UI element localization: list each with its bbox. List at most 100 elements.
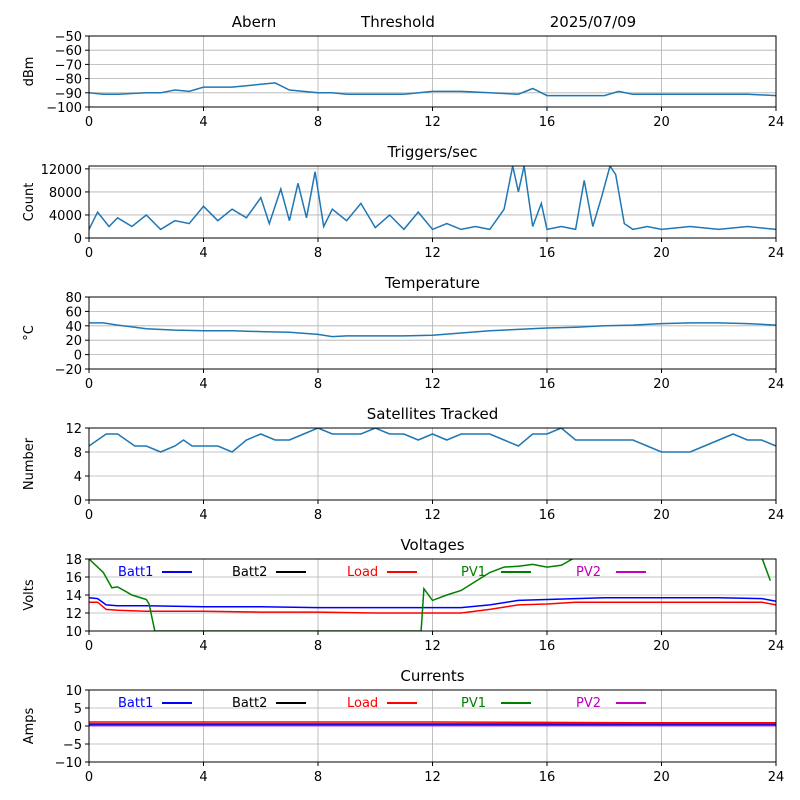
y-tick-label: 8 xyxy=(74,446,82,461)
x-tick-label: 4 xyxy=(199,246,207,261)
x-tick-label: 12 xyxy=(424,246,441,261)
y-tick-label: 18 xyxy=(65,553,82,568)
y-tick-label: 80 xyxy=(65,291,82,306)
legend-label-load: Load xyxy=(347,696,378,711)
legend-label-pv1: PV1 xyxy=(461,696,486,711)
y-tick-label: 10 xyxy=(65,625,82,640)
y-tick-label: −100 xyxy=(46,101,82,116)
y-tick-label: −80 xyxy=(55,73,82,88)
chart-title: Currents xyxy=(400,667,464,685)
x-tick-label: 16 xyxy=(539,508,556,523)
y-tick-label: 12 xyxy=(65,422,82,437)
series-line-load xyxy=(89,721,776,724)
legend-label-pv2: PV2 xyxy=(576,565,601,580)
chart-title: Temperature xyxy=(384,274,480,292)
series-line-0 xyxy=(89,322,776,338)
x-tick-label: 0 xyxy=(85,770,93,785)
x-tick-label: 20 xyxy=(653,115,670,130)
series-line-0 xyxy=(89,166,776,231)
y-axis-label: Amps xyxy=(22,707,37,744)
panel-signal: 0 4 8 12 16 20 24 −100−90−80−70−60−50 dBm xyxy=(22,30,784,130)
x-tick-label: 20 xyxy=(653,770,670,785)
x-tick-label: 4 xyxy=(199,377,207,392)
y-tick-label: 5 xyxy=(74,702,82,717)
series-line-pv1 xyxy=(89,559,772,631)
panel-triggers: 0 4 8 12 16 20 24 0 4000 8000 12000 Triggers/sec Cou… xyxy=(22,143,784,261)
x-tick-label: 8 xyxy=(314,639,322,654)
x-tick-label: 24 xyxy=(768,115,785,130)
x-tick-label: 16 xyxy=(539,246,556,261)
y-tick-label: 12 xyxy=(65,607,82,622)
header-mode: Threshold xyxy=(360,13,435,31)
x-tick-label: 4 xyxy=(199,508,207,523)
y-tick-label: −50 xyxy=(55,30,82,45)
x-tick-label: 8 xyxy=(314,508,322,523)
legend-label-pv1: PV1 xyxy=(461,565,486,580)
legend-label-batt1: Batt1 xyxy=(118,696,153,711)
y-tick-label: 4000 xyxy=(49,209,82,224)
panel-voltages: 0 4 8 12 16 20 24 10 12 14 16 18 Voltages Volts Batt1 B… xyxy=(22,536,784,654)
panel-currents: 0 4 8 12 16 20 24 −10 −5 0 5 10 Currents Amps Batt1 Bat… xyxy=(22,667,784,785)
x-tick-label: 24 xyxy=(768,639,785,654)
x-tick-label: 8 xyxy=(314,115,322,130)
x-tick-label: 4 xyxy=(199,115,207,130)
x-tick-label: 20 xyxy=(653,377,670,392)
y-tick-label: 14 xyxy=(65,589,82,604)
x-tick-label: 24 xyxy=(768,508,785,523)
chart-title: Triggers/sec xyxy=(387,143,478,161)
y-tick-label: 60 xyxy=(65,305,82,320)
x-tick-label: 20 xyxy=(653,639,670,654)
x-tick-label: 0 xyxy=(85,377,93,392)
y-tick-label: 0 xyxy=(74,349,82,364)
x-tick-label: 24 xyxy=(768,377,785,392)
legend-label-batt2: Batt2 xyxy=(232,696,267,711)
legend-label-batt2: Batt2 xyxy=(232,565,267,580)
series-line-batt1 xyxy=(89,596,776,609)
y-axis-label: Volts xyxy=(22,579,37,611)
x-tick-label: 24 xyxy=(768,770,785,785)
legend-label-batt1: Batt1 xyxy=(118,565,153,580)
chart-title: Voltages xyxy=(400,536,464,554)
x-tick-label: 4 xyxy=(199,639,207,654)
x-tick-label: 12 xyxy=(424,770,441,785)
y-axis-label: dBm xyxy=(22,57,37,87)
series-line-0 xyxy=(89,82,776,97)
x-tick-label: 20 xyxy=(653,246,670,261)
y-tick-label: 12000 xyxy=(41,163,82,178)
x-tick-label: 16 xyxy=(539,115,556,130)
y-tick-label: −10 xyxy=(55,756,82,771)
x-tick-label: 12 xyxy=(424,508,441,523)
x-tick-label: 16 xyxy=(539,377,556,392)
header-station: Abern xyxy=(232,13,276,31)
x-tick-label: 24 xyxy=(768,246,785,261)
panel-satellites: 0 4 8 12 16 20 24 0 4 8 12 Satellites Tracked Number xyxy=(22,405,784,523)
x-tick-label: 0 xyxy=(85,246,93,261)
x-tick-label: 16 xyxy=(539,770,556,785)
y-axis-label: °C xyxy=(22,325,37,341)
y-tick-label: 8000 xyxy=(49,186,82,201)
y-axis-label: Number xyxy=(22,437,37,490)
y-tick-label: −60 xyxy=(55,44,82,59)
y-tick-label: 16 xyxy=(65,571,82,586)
x-tick-label: 0 xyxy=(85,639,93,654)
y-tick-label: 20 xyxy=(65,334,82,349)
y-tick-label: 40 xyxy=(65,320,82,335)
y-axis-label: Count xyxy=(22,183,37,222)
x-tick-label: 4 xyxy=(199,770,207,785)
series-line-0 xyxy=(89,428,776,453)
y-tick-label: 0 xyxy=(74,720,82,735)
x-tick-label: 8 xyxy=(314,770,322,785)
legend-label-load: Load xyxy=(347,565,378,580)
chart-title: Satellites Tracked xyxy=(367,405,498,423)
x-tick-label: 8 xyxy=(314,377,322,392)
x-tick-label: 16 xyxy=(539,639,556,654)
y-tick-label: −5 xyxy=(63,738,82,753)
y-tick-label: 10 xyxy=(65,684,82,699)
y-tick-label: −70 xyxy=(55,58,82,73)
y-tick-label: 0 xyxy=(74,494,82,509)
x-tick-label: 0 xyxy=(85,508,93,523)
x-tick-label: 12 xyxy=(424,377,441,392)
y-tick-label: −90 xyxy=(55,87,82,102)
